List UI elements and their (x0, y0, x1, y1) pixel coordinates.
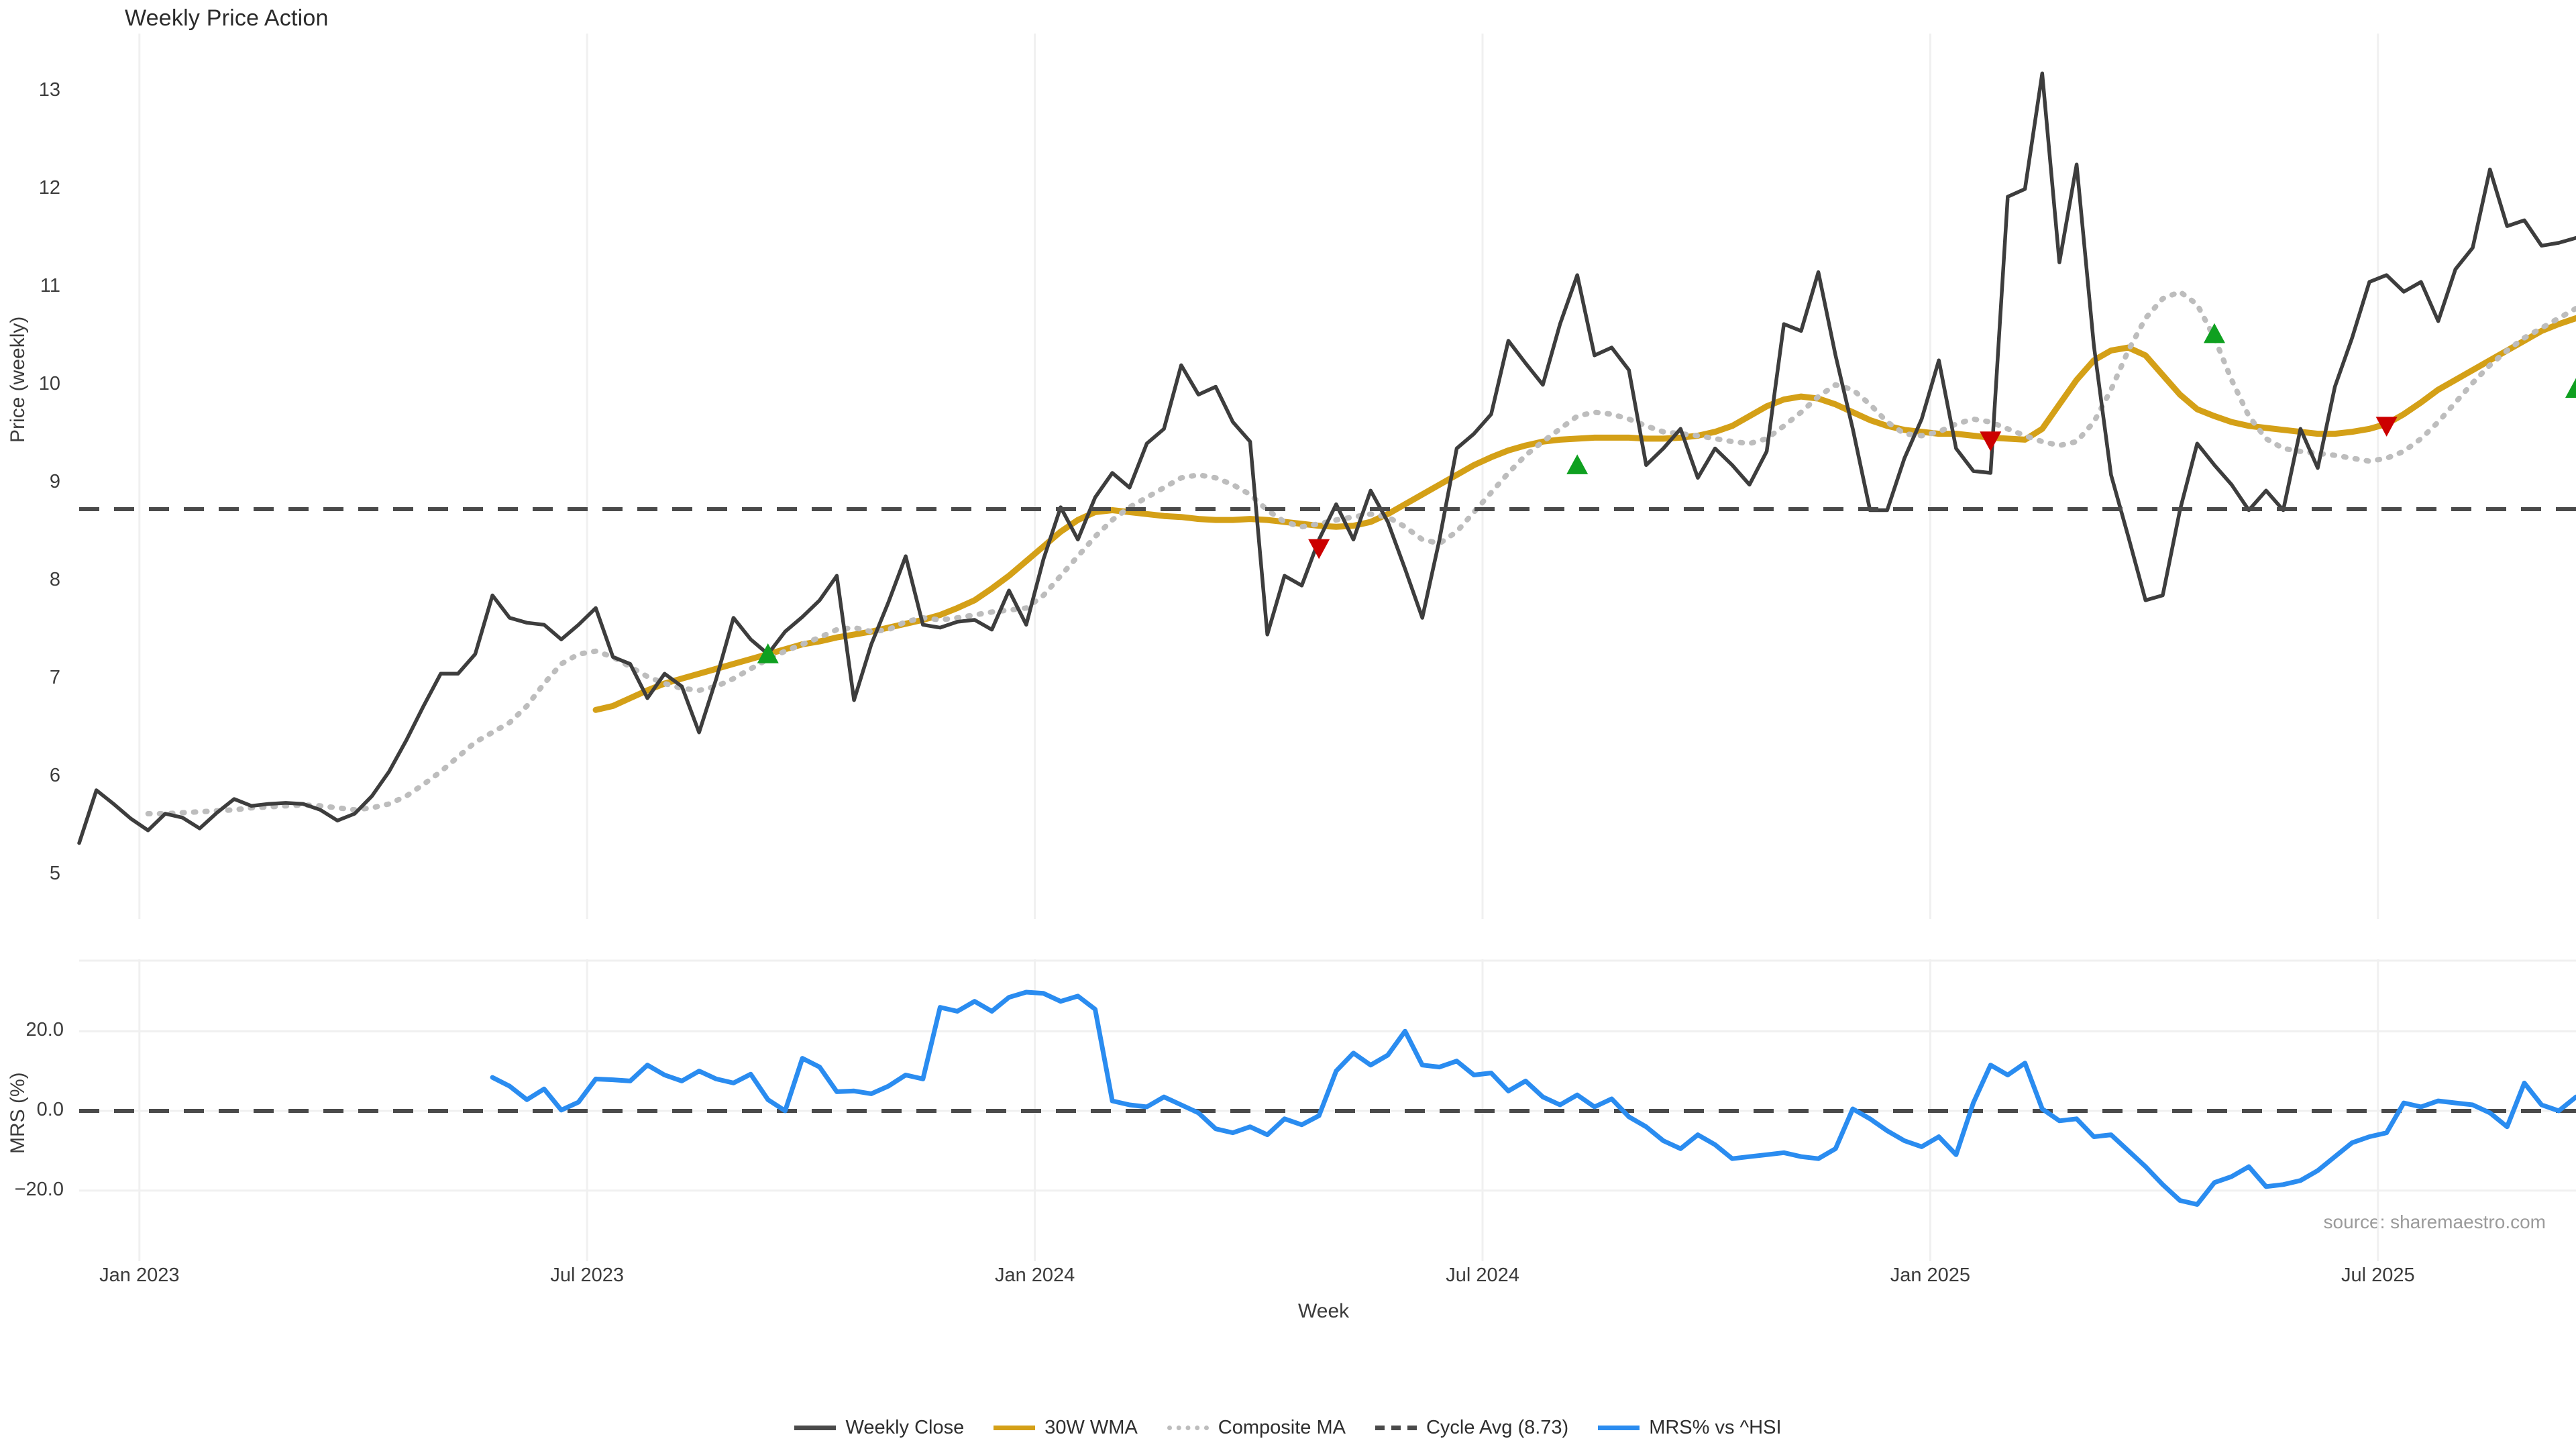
legend-item-3[interactable]: Cycle Avg (8.73) (1375, 1417, 1568, 1439)
legend-swatch-icon (794, 1426, 837, 1430)
legend-label: MRS% vs ^HSI (1649, 1417, 1782, 1438)
legend-swatch-icon (1375, 1426, 1417, 1430)
buy-marker (1566, 454, 1589, 474)
chart-legend: Weekly Close 30W WMA Composite MA Cycle Avg… (0, 1417, 2576, 1439)
price-y-tick: 8 (49, 568, 60, 590)
legend-label: 30W WMA (1044, 1417, 1138, 1438)
page-title: Weekly Price Action (125, 5, 329, 31)
x-tick: Jan 2025 (1890, 1265, 1971, 1286)
legend-swatch-icon (1167, 1426, 1209, 1430)
legend-item-4[interactable]: MRS% vs ^HSI (1598, 1417, 1782, 1439)
x-tick: Jan 2023 (99, 1265, 180, 1286)
legend-label: Cycle Avg (8.73) (1426, 1417, 1569, 1438)
legend-swatch-icon (1598, 1426, 1640, 1430)
mrs-y-tick: −20.0 (14, 1178, 64, 1200)
mrs-y-tick: 0.0 (36, 1098, 64, 1120)
price-y-tick: 11 (40, 274, 60, 297)
sell-marker (2375, 417, 2398, 437)
x-tick: Jul 2023 (550, 1265, 625, 1286)
buy-marker (757, 643, 779, 663)
price-y-tick: 13 (38, 78, 60, 101)
legend-item-2[interactable]: Composite MA (1167, 1417, 1346, 1439)
legend-swatch-icon (994, 1426, 1036, 1430)
x-tick: Jan 2024 (994, 1265, 1075, 1286)
price-y-tick: 12 (38, 176, 60, 199)
source-watermark: source: sharemaestro.com (2323, 1212, 2546, 1232)
legend-item-1[interactable]: 30W WMA (994, 1417, 1138, 1439)
mrs-y-tick: 20.0 (25, 1019, 64, 1041)
buy-marker (2203, 323, 2225, 343)
x-axis-label: Week (1298, 1300, 1350, 1322)
legend-label: Weekly Close (845, 1417, 965, 1438)
price-y-tick: 10 (38, 372, 60, 394)
buy-marker (2565, 378, 2576, 398)
legend-item-0[interactable]: Weekly Close (794, 1417, 964, 1439)
x-tick: Jul 2024 (1446, 1265, 1519, 1286)
sell-marker (1308, 539, 1330, 559)
price-y-tick: 7 (49, 666, 60, 688)
sell-marker (1980, 431, 2002, 451)
price-y-tick: 9 (49, 470, 60, 492)
legend-label: Composite MA (1218, 1417, 1346, 1438)
price-y-tick: 5 (49, 862, 60, 884)
price-y-tick: 6 (49, 764, 60, 786)
x-tick: Jul 2025 (2341, 1265, 2415, 1286)
